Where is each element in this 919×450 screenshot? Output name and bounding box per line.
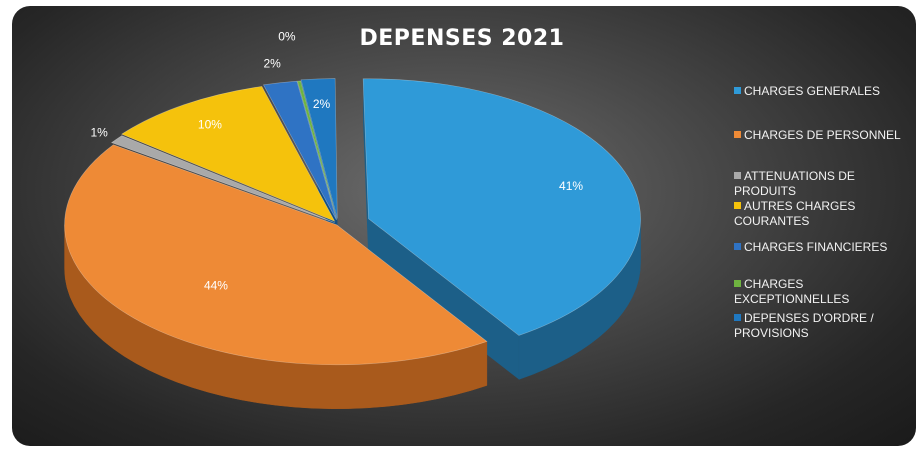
legend-swatch bbox=[734, 131, 741, 138]
pie-data-label: 0% bbox=[278, 30, 296, 44]
chart-title: DEPENSES 2021 bbox=[359, 26, 565, 51]
pie-slice bbox=[300, 78, 338, 219]
pie-slice bbox=[121, 86, 336, 222]
legend-label: ATTENUATIONS DE PRODUITS bbox=[734, 169, 855, 198]
pie-data-label: 2% bbox=[263, 57, 281, 71]
legend-item: ATTENUATIONS DE PRODUITS bbox=[734, 169, 914, 199]
legend-item: DEPENSES D'ORDRE / PROVISIONS bbox=[734, 311, 914, 341]
pie-slice bbox=[362, 78, 641, 336]
pie-data-label: 41% bbox=[559, 179, 583, 193]
legend-item: CHARGES GENERALES bbox=[734, 84, 914, 99]
legend-swatch bbox=[734, 314, 741, 321]
legend-item: CHARGES EXCEPTIONNELLES bbox=[734, 277, 914, 307]
legend-label: CHARGES FINANCIERES bbox=[744, 240, 888, 254]
legend-label: CHARGES DE PERSONNEL bbox=[744, 128, 901, 142]
legend-swatch bbox=[734, 172, 741, 179]
legend-item: AUTRES CHARGES COURANTES bbox=[734, 199, 914, 229]
pie-chart: 41% 44% 1% 10% 2% 0% 2% bbox=[64, 30, 641, 410]
pie-slice bbox=[110, 135, 335, 223]
legend-item: CHARGES DE PERSONNEL bbox=[734, 128, 914, 143]
pie-slice bbox=[262, 80, 337, 220]
legend-swatch bbox=[734, 87, 741, 94]
legend-swatch bbox=[734, 243, 741, 250]
legend-label: DEPENSES D'ORDRE / PROVISIONS bbox=[734, 311, 874, 340]
pie-data-label: 44% bbox=[204, 278, 228, 292]
chart-card: DEPENSES 2021 41% 44% 1% 10% 2% 0% 2% CHARGES … bbox=[12, 6, 916, 446]
pie-slice bbox=[297, 80, 338, 220]
pie-slice bbox=[64, 144, 488, 366]
pie-data-label: 2% bbox=[313, 97, 331, 111]
pie-data-label: 10% bbox=[198, 117, 222, 131]
legend-label: CHARGES EXCEPTIONNELLES bbox=[734, 277, 850, 306]
pie-data-label: 1% bbox=[90, 125, 108, 139]
legend-swatch bbox=[734, 202, 741, 209]
pie-slice-wall bbox=[363, 78, 369, 263]
legend-swatch bbox=[734, 280, 741, 287]
legend-label: CHARGES GENERALES bbox=[744, 84, 881, 98]
legend-item: CHARGES FINANCIERES bbox=[734, 240, 914, 255]
legend-label: AUTRES CHARGES COURANTES bbox=[734, 199, 856, 228]
